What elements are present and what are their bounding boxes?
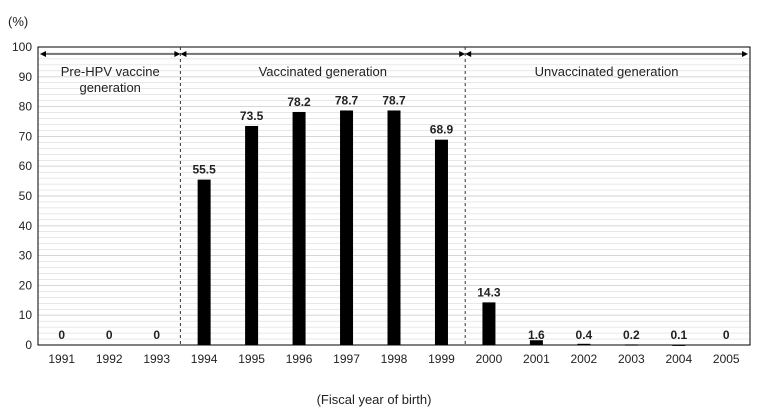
data-label: 0.1: [670, 328, 687, 342]
bars: [197, 110, 686, 346]
data-label: 78.2: [287, 95, 311, 109]
bar: [245, 125, 259, 345]
data-label: 0.2: [623, 328, 640, 342]
x-tick-label: 2002: [571, 352, 598, 366]
arrow-head-left-icon: [465, 51, 472, 57]
bar: [340, 110, 354, 345]
y-tick-label: 0: [25, 338, 32, 352]
x-tick-label: 2000: [476, 352, 503, 366]
arrow-head-right-icon: [742, 51, 748, 57]
data-label: 55.5: [192, 163, 216, 177]
bar: [197, 179, 211, 345]
x-tick-label: 1994: [191, 352, 218, 366]
region-label: Unvaccinated generation: [535, 64, 679, 79]
x-tick-label: 2005: [713, 352, 740, 366]
bar: [387, 110, 401, 345]
bar: [482, 302, 496, 345]
x-tick-label: 1999: [428, 352, 455, 366]
data-label: 0: [723, 328, 730, 342]
bar: [529, 340, 543, 345]
region-label: generation: [79, 80, 140, 95]
y-axis-label: (%): [8, 14, 28, 29]
bar: [292, 111, 306, 346]
x-tick-label: 2003: [618, 352, 645, 366]
data-label: 14.3: [477, 285, 501, 299]
arrow-head-right-icon: [459, 51, 466, 57]
data-label: 0: [58, 328, 65, 342]
y-axis-ticks: 0 10 20 30 40 50 60 70 80 90 100: [12, 40, 32, 352]
data-label: 0: [106, 328, 113, 342]
bar: [624, 344, 638, 346]
arrow-head-left-icon: [180, 51, 187, 57]
y-tick-label: 40: [19, 219, 33, 233]
x-tick-label: 1993: [143, 352, 170, 366]
arrow-head-left-icon: [40, 51, 46, 57]
y-tick-label: 90: [19, 70, 33, 84]
data-label: 78.7: [382, 93, 406, 107]
y-tick-label: 100: [12, 40, 32, 54]
data-label: 0: [153, 328, 160, 342]
bar: [577, 343, 591, 346]
x-axis-label: (Fiscal year of birth): [317, 392, 432, 407]
data-labels: 0 0 0 55.5 73.5 78.2 78.7 78.7 68.9 14.3 1.6 0.4 0.2…: [58, 93, 730, 342]
bar: [672, 344, 686, 346]
data-label: 1.6: [528, 328, 545, 342]
y-tick-label: 50: [19, 189, 33, 203]
x-tick-label: 1991: [48, 352, 75, 366]
x-tick-label: 1992: [96, 352, 123, 366]
y-tick-label: 30: [19, 249, 33, 263]
data-label: 73.5: [240, 109, 264, 123]
data-label: 68.9: [430, 123, 454, 137]
x-axis-ticks: 1991 1992 1993 1994 1995 1996 1997 1998 1999 2000…: [48, 352, 740, 366]
region-label: Vaccinated generation: [259, 64, 387, 79]
x-tick-label: 1997: [333, 352, 360, 366]
data-label: 0.4: [576, 328, 593, 342]
y-tick-label: 60: [19, 159, 33, 173]
x-tick-label: 1998: [381, 352, 408, 366]
arrow-head-right-icon: [174, 51, 181, 57]
y-tick-label: 70: [19, 129, 33, 143]
x-tick-label: 2004: [665, 352, 692, 366]
y-tick-label: 80: [19, 100, 33, 114]
data-label: 78.7: [335, 93, 359, 107]
x-tick-label: 2001: [523, 352, 550, 366]
bar: [434, 139, 448, 345]
x-tick-label: 1995: [238, 352, 265, 366]
y-tick-label: 10: [19, 308, 33, 322]
x-tick-label: 1996: [286, 352, 313, 366]
region-label: Pre-HPV vaccine: [61, 64, 160, 79]
y-tick-label: 20: [19, 278, 33, 292]
